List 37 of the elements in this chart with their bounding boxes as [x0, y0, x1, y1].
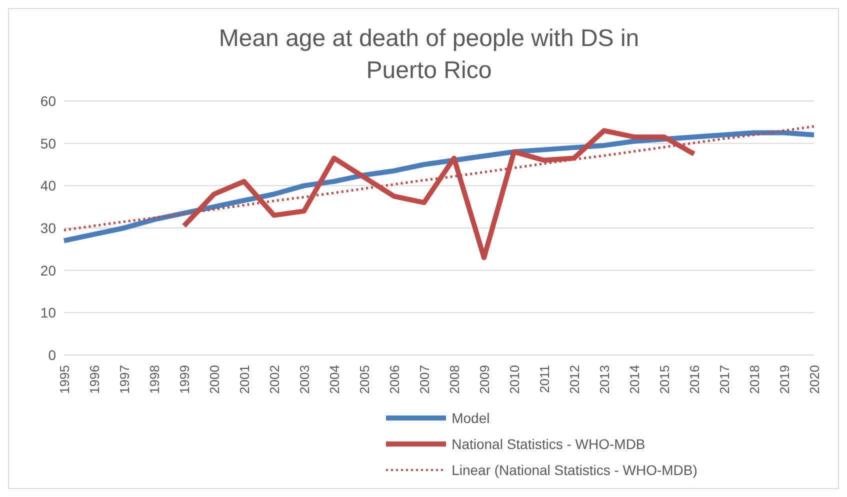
y-tick-label: 40: [40, 178, 56, 194]
x-tick-label: 2012: [567, 365, 582, 394]
legend-label: Linear (National Statistics - WHO-MDB): [452, 462, 698, 478]
x-tick-label: 2020: [807, 365, 822, 394]
x-tick-label: 1997: [117, 365, 132, 394]
x-tick-label: 2002: [267, 365, 282, 394]
x-tick-label: 2015: [657, 365, 672, 394]
x-tick-label: 2013: [597, 365, 612, 394]
x-tick-label: 2001: [237, 365, 252, 394]
x-tick-label: 1996: [87, 365, 102, 394]
y-tick-label: 60: [40, 92, 56, 109]
x-tick-label: 1998: [147, 365, 162, 394]
legend-label: National Statistics - WHO-MDB: [452, 436, 646, 452]
y-tick-label: 10: [40, 304, 56, 321]
y-tick-label: 30: [40, 220, 56, 236]
y-tick-label: 20: [40, 262, 56, 278]
x-tick-label: 2007: [417, 365, 432, 394]
x-tick-label: 2017: [717, 365, 732, 394]
x-tick-label: 2014: [627, 365, 642, 394]
x-tick-label: 2009: [477, 365, 492, 394]
y-tick-label: 50: [40, 135, 56, 152]
x-tick-label: 2011: [537, 365, 552, 393]
x-tick-label: 1995: [57, 365, 72, 394]
x-tick-label: 2000: [207, 365, 222, 394]
x-tick-label: 2004: [327, 365, 342, 394]
x-tick-label: 2008: [447, 365, 462, 394]
x-tick-label: 2018: [747, 365, 762, 394]
x-tick-label: 2016: [687, 365, 702, 394]
chart-title: Mean age at death of people with DS in Puerto Rico: [218, 24, 640, 86]
x-tick-label: 2006: [387, 365, 402, 394]
legend-label: Model: [452, 410, 490, 426]
x-tick-label: 2019: [777, 365, 792, 394]
x-tick-label: 2010: [507, 365, 522, 394]
x-tick-label: 2005: [357, 365, 372, 394]
y-tick-label: 0: [48, 346, 56, 363]
x-tick-label: 2003: [297, 365, 312, 394]
x-tick-label: 1999: [177, 365, 192, 394]
